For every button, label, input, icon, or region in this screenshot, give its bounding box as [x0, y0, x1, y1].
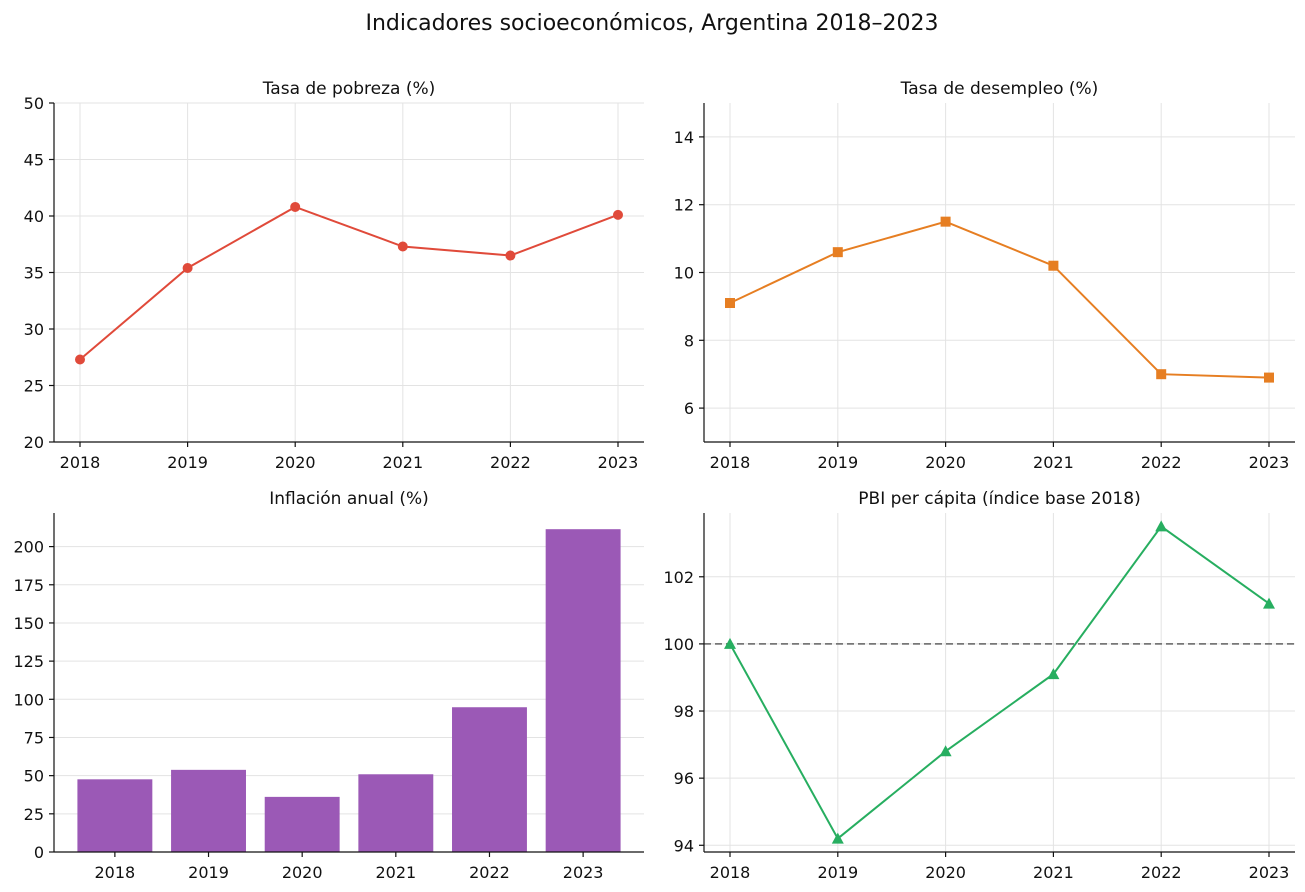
poverty-point	[397, 241, 408, 252]
panel-gdp-per-capita: 94 96 98 100 102 2018 2019 2020 2021 2022 2023 PBI …	[663, 489, 1295, 882]
gdp-title: PBI per cápita (índice base 2018)	[858, 489, 1140, 509]
unemployment-point	[1264, 372, 1274, 383]
panel-poverty-rate: 20 25 30 35 40 45 50 2018 2019 2020 2021 2022 2023 Ta…	[24, 79, 644, 472]
poverty-xtick-label: 2019	[167, 453, 208, 472]
gdp-ytick-label: 94	[674, 836, 694, 855]
gdp-point	[1155, 520, 1168, 532]
poverty-xtick-label: 2018	[60, 453, 101, 472]
unemployment-point	[832, 247, 843, 258]
unemployment-title: Tasa de desempleo (%)	[900, 79, 1099, 99]
poverty-point	[290, 201, 301, 212]
poverty-ytick-label: 35	[24, 264, 44, 283]
poverty-series-line	[79, 205, 619, 361]
inflation-ytick-label: 25	[24, 805, 44, 824]
unemployment-ytick-label: 6	[684, 399, 694, 418]
poverty-point	[505, 250, 516, 261]
gdp-ytick-label: 98	[674, 702, 694, 721]
gdp-point	[1047, 668, 1060, 680]
panel-annual-inflation: 0 25 50 75 100 125 150 175 200 2018 2019 2020 2021 20…	[13, 489, 644, 882]
unemployment-xtick-label: 2023	[1249, 453, 1290, 472]
unemployment-ytick-label: 14	[674, 128, 694, 147]
unemployment-ytick-label: 8	[684, 331, 694, 350]
inflation-ytick-label: 75	[24, 728, 44, 747]
gdp-xtick-label: 2021	[1033, 863, 1074, 882]
inflation-ytick-label: 200	[13, 538, 44, 557]
unemployment-series-line	[729, 220, 1270, 379]
poverty-ytick-label: 20	[24, 433, 44, 452]
gdp-ytick-label: 100	[663, 635, 694, 654]
poverty-xtick-label: 2022	[490, 453, 531, 472]
inflation-ytick-label: 150	[13, 614, 44, 633]
poverty-ytick-label: 30	[24, 320, 44, 339]
inflation-bar	[171, 769, 246, 852]
gdp-ytick-label: 96	[674, 769, 694, 788]
inflation-bar	[545, 529, 621, 852]
poverty-point	[75, 354, 85, 365]
poverty-point	[613, 209, 623, 220]
gdp-ytick-label: 102	[663, 568, 694, 587]
inflation-ytick-label: 125	[13, 652, 44, 671]
inflation-xtick-label: 2023	[563, 863, 604, 882]
poverty-ytick-label: 45	[24, 151, 44, 170]
poverty-xtick-label: 2020	[275, 453, 316, 472]
inflation-bar	[358, 774, 434, 852]
gdp-point	[1263, 597, 1275, 609]
panel-unemployment-rate: 6 8 10 12 14 2018 2019 2020 2021 2022 2023 Tasa de …	[674, 79, 1295, 472]
inflation-bar	[77, 779, 153, 852]
inflation-title: Inflación anual (%)	[269, 489, 429, 509]
unemployment-xtick-label: 2022	[1141, 453, 1182, 472]
gdp-xtick-label: 2019	[817, 863, 858, 882]
inflation-bar	[452, 707, 527, 852]
figure-title: Indicadores socioeconómicos, Argentina 2…	[366, 11, 939, 36]
inflation-xtick-label: 2018	[95, 863, 136, 882]
inflation-xtick-label: 2021	[375, 863, 416, 882]
gdp-xtick-label: 2020	[925, 863, 966, 882]
inflation-xtick-label: 2019	[188, 863, 229, 882]
poverty-ytick-label: 25	[24, 377, 44, 396]
inflation-xtick-label: 2022	[469, 863, 510, 882]
unemployment-point	[1156, 369, 1167, 380]
unemployment-xtick-label: 2019	[817, 453, 858, 472]
inflation-bar	[264, 796, 340, 852]
unemployment-point	[725, 298, 735, 309]
unemployment-ytick-label: 12	[674, 196, 694, 215]
gdp-xtick-label: 2018	[710, 863, 751, 882]
gdp-point	[939, 745, 952, 757]
gdp-point	[831, 832, 844, 844]
inflation-ytick-label: 0	[34, 843, 44, 862]
unemployment-xtick-label: 2018	[710, 453, 751, 472]
unemployment-ytick-label: 10	[674, 264, 694, 283]
poverty-ytick-label: 50	[24, 94, 44, 113]
poverty-point	[182, 262, 193, 273]
unemployment-point	[1048, 260, 1059, 271]
inflation-xtick-label: 2020	[282, 863, 323, 882]
unemployment-xtick-label: 2020	[925, 453, 966, 472]
gdp-xtick-label: 2022	[1141, 863, 1182, 882]
unemployment-point	[940, 216, 951, 227]
unemployment-xtick-label: 2021	[1033, 453, 1074, 472]
poverty-ytick-label: 40	[24, 207, 44, 226]
inflation-ytick-label: 50	[24, 767, 44, 786]
gdp-point	[724, 637, 736, 649]
gdp-xtick-label: 2023	[1249, 863, 1290, 882]
gdp-series-line	[729, 525, 1270, 841]
inflation-ytick-label: 175	[13, 576, 44, 595]
poverty-title: Tasa de pobreza (%)	[262, 79, 436, 99]
inflation-ytick-label: 100	[13, 690, 44, 709]
poverty-xtick-label: 2023	[598, 453, 639, 472]
poverty-xtick-label: 2021	[382, 453, 423, 472]
